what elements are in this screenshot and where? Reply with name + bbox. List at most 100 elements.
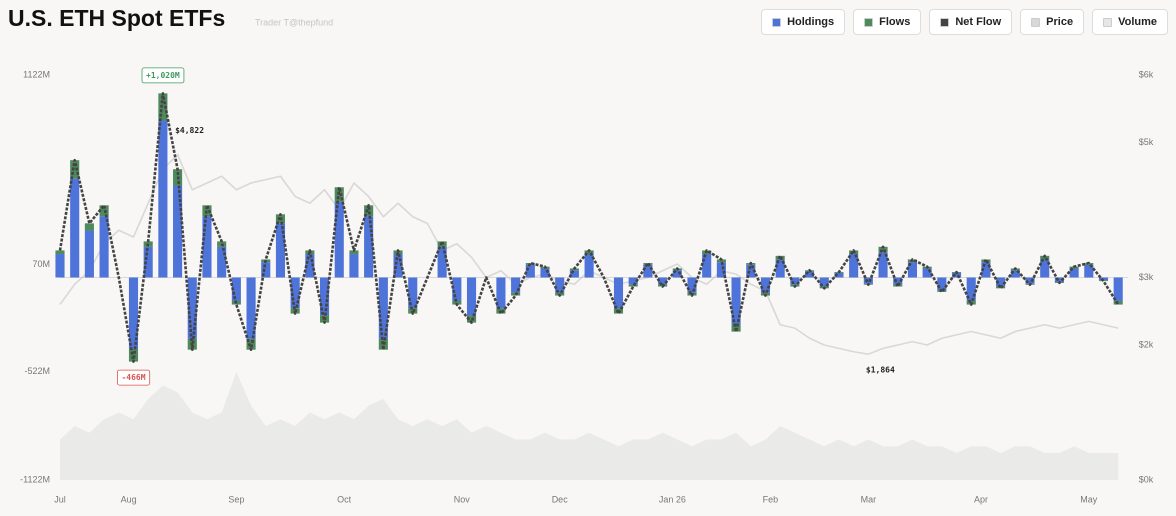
legend-chip	[940, 17, 950, 27]
bar	[452, 277, 462, 301]
bar	[790, 277, 800, 285]
x-tick-label: Aug	[121, 494, 137, 504]
y2-tick-label: $0k	[1139, 474, 1154, 484]
x-tick-label: Nov	[454, 494, 471, 504]
bar	[731, 277, 741, 325]
bar	[687, 277, 697, 293]
bar	[364, 205, 374, 217]
legend-label: Holdings	[787, 16, 835, 28]
annotation-box	[141, 67, 185, 84]
bar	[158, 93, 168, 121]
bar	[408, 277, 418, 309]
bar	[613, 277, 624, 309]
y-tick-label: 70M	[32, 259, 50, 269]
bar	[84, 223, 94, 231]
bar	[819, 277, 829, 287]
bar	[672, 270, 682, 278]
bar	[981, 262, 991, 278]
bar	[525, 264, 535, 278]
bar	[217, 246, 227, 278]
bar	[290, 277, 300, 309]
bar	[878, 246, 888, 253]
bar	[893, 277, 903, 285]
y-tick-label: -1122M	[20, 474, 50, 484]
bar	[334, 201, 344, 278]
x-tick-label: Dec	[552, 494, 569, 504]
bar	[834, 272, 844, 278]
bar	[849, 254, 859, 278]
annotation-box	[117, 369, 151, 386]
annotation: $4,822	[175, 126, 204, 135]
bar	[863, 277, 873, 284]
bar	[922, 268, 932, 278]
net-flow-line	[58, 92, 1120, 363]
bar	[349, 254, 359, 278]
bar	[878, 252, 888, 278]
x-tick-label: Mar	[861, 494, 877, 504]
annotation: +1,020M	[146, 71, 180, 80]
legend-label: Flows	[879, 16, 911, 28]
y2-tick-label: $2k	[1139, 339, 1154, 349]
bar	[55, 254, 65, 278]
bar	[584, 254, 594, 278]
bar	[775, 259, 785, 278]
legend-button[interactable]: Net Flow	[929, 9, 1013, 35]
bar	[1084, 264, 1094, 278]
y-tick-label: 1122M	[23, 69, 50, 79]
bar	[1054, 277, 1064, 283]
bar	[1040, 259, 1050, 278]
bar	[349, 250, 359, 255]
legend-chip	[864, 17, 874, 27]
bar	[364, 216, 374, 278]
x-tick-label: Jan 26	[659, 494, 686, 504]
bar	[496, 277, 506, 309]
bar	[951, 272, 962, 278]
bar	[658, 277, 668, 285]
bar	[231, 277, 241, 301]
chart-title: U.S. ETH Spot ETFs	[8, 5, 225, 31]
legend-button[interactable]: Holdings	[761, 9, 846, 35]
annotation: -466M	[121, 373, 145, 382]
legend-label: Volume	[1118, 16, 1157, 28]
legend-label: Price	[1046, 16, 1074, 28]
legend: Holdings Flows Net Flow Price Volume	[761, 9, 1168, 35]
bar	[246, 277, 256, 339]
bar	[261, 262, 271, 278]
bar	[305, 254, 315, 278]
x-tick-label: Feb	[763, 494, 779, 504]
x-tick-label: Jul	[54, 494, 66, 504]
legend-chip	[1031, 17, 1041, 27]
bar	[187, 277, 197, 339]
bar	[275, 223, 286, 278]
bar	[1025, 277, 1035, 284]
legend-button[interactable]: Flows	[853, 9, 922, 35]
bar	[1010, 270, 1020, 278]
bar	[128, 277, 139, 349]
bar	[937, 277, 947, 291]
bar	[1069, 268, 1079, 278]
y2-tick-label: $3k	[1139, 272, 1154, 282]
legend-button[interactable]: Volume	[1092, 9, 1168, 35]
bar	[643, 264, 653, 278]
bar	[378, 277, 388, 339]
bar	[70, 160, 80, 179]
bar	[70, 178, 80, 278]
bar	[173, 185, 183, 278]
bar	[702, 254, 712, 278]
bar	[628, 284, 638, 287]
bar	[996, 277, 1006, 287]
bar	[55, 250, 65, 255]
subtitle: Trader T@thepfund	[255, 17, 333, 27]
volume-area	[60, 372, 1119, 480]
x-tick-label: Oct	[337, 494, 352, 504]
legend-button[interactable]: Price	[1020, 9, 1085, 35]
bar	[716, 259, 726, 263]
bar	[393, 254, 403, 278]
x-tick-label: Apr	[974, 494, 988, 504]
bar	[907, 262, 917, 278]
bar	[555, 277, 565, 293]
bar	[466, 277, 477, 316]
bar	[143, 246, 153, 278]
bar	[452, 300, 462, 305]
